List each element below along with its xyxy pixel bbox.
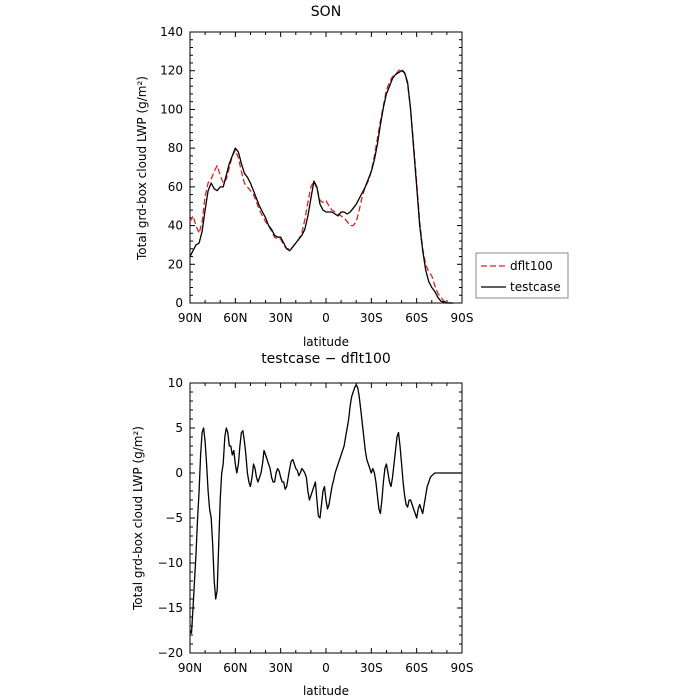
series-line-panel1-0 — [189, 384, 462, 634]
x-tick-label: 30N — [269, 661, 293, 675]
bottom-tick-marks — [189, 382, 463, 654]
y-tick-label: 20 — [168, 257, 183, 271]
y-tick-label: 60 — [168, 180, 183, 194]
top-x-tick-labels: 90N 60N 30N 0 30S 60S 90S — [178, 311, 474, 325]
y-tick-label: −10 — [158, 556, 183, 570]
y-tick-label: −5 — [165, 511, 183, 525]
x-tick-label: 90N — [178, 311, 202, 325]
series-line-dflt100 — [189, 68, 453, 304]
y-tick-label: 40 — [168, 219, 183, 233]
series-line-testcase — [189, 70, 453, 304]
x-tick-label: 30S — [360, 311, 383, 325]
x-tick-label: 30N — [269, 311, 293, 325]
bottom-panel: testcase − dflt100 −20 −15 −10 −5 0 5 10 90N 60… — [131, 351, 473, 698]
top-y-tick-labels: 0 20 40 60 80 100 120 140 — [160, 25, 183, 310]
legend-label-testcase: testcase — [510, 280, 561, 294]
top-chart-title: SON — [311, 4, 341, 20]
y-tick-label: 80 — [168, 141, 183, 155]
x-tick-label: 90S — [451, 661, 474, 675]
y-tick-label: −15 — [158, 601, 183, 615]
bottom-series-lines — [189, 384, 462, 634]
bottom-x-tick-labels: 90N 60N 30N 0 30S 60S 90S — [178, 661, 474, 675]
top-tick-marks — [189, 31, 463, 304]
bottom-y-axis-label: Total grd-box cloud LWP (g/m²) — [131, 426, 145, 611]
y-tick-label: 100 — [160, 102, 183, 116]
x-tick-label: 30S — [360, 661, 383, 675]
y-tick-label: 10 — [168, 376, 183, 390]
x-tick-label: 60S — [405, 311, 428, 325]
top-x-axis-label: latitude — [303, 335, 349, 349]
legend-box — [475, 252, 569, 299]
x-tick-label: 60N — [223, 661, 247, 675]
y-tick-label: 0 — [175, 296, 183, 310]
bottom-x-axis-label: latitude — [303, 684, 349, 698]
top-y-axis-label: Total grd-box cloud LWP (g/m²) — [135, 76, 149, 261]
bottom-chart-title: testcase − dflt100 — [261, 351, 391, 367]
top-series-lines — [189, 68, 453, 304]
x-tick-label: 0 — [322, 311, 330, 325]
legend: dflt100 testcase — [475, 252, 569, 299]
bottom-plot-frame — [189, 382, 463, 654]
x-tick-label: 90N — [178, 661, 202, 675]
legend-label-dflt100: dflt100 — [510, 259, 553, 273]
y-tick-label: −20 — [158, 646, 183, 660]
x-tick-label: 60S — [405, 661, 428, 675]
y-tick-label: 5 — [175, 421, 183, 435]
x-tick-label: 90S — [451, 311, 474, 325]
bottom-y-tick-labels: −20 −15 −10 −5 0 5 10 — [158, 376, 183, 660]
x-tick-label: 60N — [223, 311, 247, 325]
x-tick-label: 0 — [322, 661, 330, 675]
y-tick-label: 0 — [175, 466, 183, 480]
y-tick-label: 140 — [160, 25, 183, 39]
y-tick-label: 120 — [160, 64, 183, 78]
top-plot-frame — [189, 31, 463, 304]
